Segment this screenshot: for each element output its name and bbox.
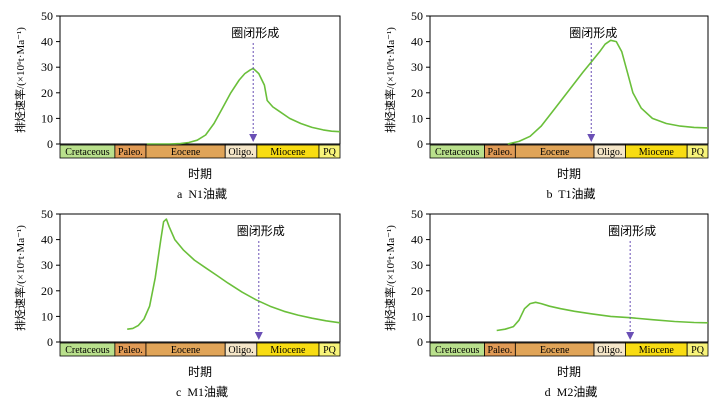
y-tick-label: 10 — [411, 309, 423, 323]
panel-caption: b T1油藏 — [546, 187, 595, 201]
y-tick-label: 20 — [41, 284, 53, 298]
series-line — [507, 39, 709, 145]
y-tick-label: 50 — [411, 9, 423, 23]
period-label: Oligo. — [597, 345, 622, 356]
y-tick-label: 30 — [41, 60, 53, 74]
panel-a: 0 10 20 30 40 50 排烃速率/(×10⁶t·Ma⁻¹) 圈闭形成 Creta… — [13, 9, 341, 201]
plot-frame — [429, 15, 709, 145]
y-axis-ticks: 0 10 20 30 40 50 — [411, 207, 430, 349]
y-tick-label: 0 — [417, 137, 423, 151]
x-axis-label: 时期 — [557, 167, 581, 181]
y-tick-label: 20 — [411, 86, 423, 100]
y-axis-ticks: 0 10 20 30 40 50 — [41, 9, 60, 151]
y-tick-label: 0 — [417, 335, 423, 349]
period-bar: Cretaceous Paleo. Eocene Oligo. Miocene PQ — [429, 342, 709, 357]
trap-formation-annotation: 圈闭形成 — [569, 26, 617, 40]
plot-frame — [429, 213, 709, 343]
x-axis-label: 时期 — [188, 167, 212, 181]
period-cell — [686, 144, 709, 159]
panel-caption: a N1油藏 — [177, 187, 227, 201]
series-line — [146, 67, 341, 145]
series-line — [127, 218, 341, 330]
period-label: PQ — [323, 147, 337, 158]
plot-area — [429, 213, 709, 343]
period-label: Miocene — [639, 345, 675, 356]
period-label: PQ — [691, 147, 705, 158]
panel-caption: c M1油藏 — [176, 385, 228, 399]
y-axis-label: 排烃速率/(×10⁶t·Ma⁻¹) — [383, 225, 397, 331]
period-label: Miocene — [270, 345, 306, 356]
period-label: Cretaceous — [65, 147, 110, 158]
y-axis-label: 排烃速率/(×10⁶t·Ma⁻¹) — [13, 225, 27, 331]
y-tick-label: 40 — [411, 35, 423, 49]
y-axis-label: 排烃速率/(×10⁶t·Ma⁻¹) — [13, 27, 27, 133]
period-label: Cretaceous — [435, 147, 480, 158]
period-label: Paleo. — [118, 147, 143, 158]
y-tick-label: 10 — [411, 111, 423, 125]
plot-frame — [59, 15, 341, 145]
y-tick-label: 40 — [41, 233, 53, 247]
y-axis-ticks: 0 10 20 30 40 50 — [411, 9, 430, 151]
y-tick-label: 0 — [47, 335, 53, 349]
y-tick-label: 30 — [411, 258, 423, 272]
series-line — [496, 301, 709, 332]
trap-formation-annotation: 圈闭形成 — [608, 224, 656, 238]
period-label: Cretaceous — [65, 345, 110, 356]
panel-b: 0 10 20 30 40 50 排烃速率/(×10⁶t·Ma⁻¹) 圈闭形成 Creta… — [383, 9, 709, 201]
period-label: Cretaceous — [435, 345, 480, 356]
period-label: PQ — [323, 345, 337, 356]
x-axis-label: 时期 — [188, 365, 212, 379]
plot-area — [59, 15, 341, 145]
period-label: Eocene — [540, 345, 570, 356]
y-tick-label: 50 — [411, 207, 423, 221]
y-tick-label: 40 — [411, 233, 423, 247]
period-label: Eocene — [540, 147, 570, 158]
y-tick-label: 30 — [411, 60, 423, 74]
period-label: Paleo. — [118, 345, 143, 356]
plot-frame — [59, 213, 341, 343]
plot-area — [429, 15, 709, 145]
period-cell — [318, 144, 341, 159]
period-label: Oligo. — [228, 147, 253, 158]
y-tick-label: 50 — [41, 207, 53, 221]
plot-area — [59, 213, 341, 343]
period-cell — [318, 342, 341, 357]
y-tick-label: 10 — [41, 309, 53, 323]
y-tick-label: 20 — [411, 284, 423, 298]
x-axis-label: 时期 — [557, 365, 581, 379]
period-label: Paleo. — [488, 147, 513, 158]
trap-formation-annotation: 圈闭形成 — [231, 26, 279, 40]
y-tick-label: 20 — [41, 86, 53, 100]
panel-caption: d M2油藏 — [545, 385, 598, 399]
y-tick-label: 40 — [41, 35, 53, 49]
y-tick-label: 30 — [41, 258, 53, 272]
period-label: Oligo. — [228, 345, 253, 356]
period-bar: Cretaceous Paleo. Eocene Oligo. Miocene PQ — [59, 342, 341, 357]
trap-formation-annotation: 圈闭形成 — [237, 224, 285, 238]
y-tick-label: 10 — [41, 111, 53, 125]
period-label: PQ — [691, 345, 705, 356]
y-axis-ticks: 0 10 20 30 40 50 — [41, 207, 60, 349]
period-label: Miocene — [639, 147, 675, 158]
period-label: Oligo. — [597, 147, 622, 158]
period-cell — [686, 342, 709, 357]
period-label: Paleo. — [488, 345, 513, 356]
y-tick-label: 0 — [47, 137, 53, 151]
y-tick-label: 50 — [41, 9, 53, 23]
panel-d: 0 10 20 30 40 50 排烃速率/(×10⁶t·Ma⁻¹) 圈闭形成 Creta… — [383, 207, 709, 399]
period-label: Eocene — [171, 345, 201, 356]
period-label: Eocene — [171, 147, 201, 158]
y-axis-label: 排烃速率/(×10⁶t·Ma⁻¹) — [383, 27, 397, 133]
period-label: Miocene — [270, 147, 306, 158]
panel-c: 0 10 20 30 40 50 排烃速率/(×10⁶t·Ma⁻¹) 圈闭形成 Creta… — [13, 207, 341, 399]
period-bar: Cretaceous Paleo. Eocene Oligo. Miocene PQ — [59, 144, 341, 159]
period-bar: Cretaceous Paleo. Eocene Oligo. Miocene PQ — [429, 144, 709, 159]
